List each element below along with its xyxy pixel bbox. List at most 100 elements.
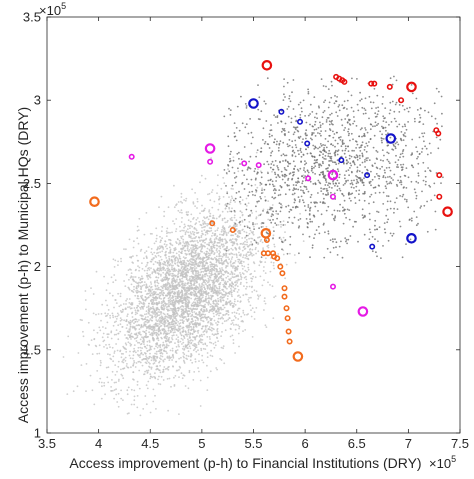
upper-cloud-point bbox=[334, 145, 336, 148]
lower-cloud-point bbox=[178, 269, 181, 272]
lower-cloud-point bbox=[147, 288, 150, 291]
lower-cloud-point bbox=[180, 337, 183, 340]
lower-cloud-point bbox=[222, 345, 225, 347]
lower-cloud-point bbox=[241, 268, 244, 270]
lower-cloud-point bbox=[237, 289, 240, 291]
lower-cloud-point bbox=[90, 287, 92, 289]
lower-cloud-point bbox=[172, 282, 174, 285]
lower-cloud-point bbox=[157, 251, 160, 254]
lower-cloud-point bbox=[254, 276, 257, 279]
lower-cloud-point bbox=[139, 278, 142, 281]
upper-cloud-point bbox=[319, 124, 322, 127]
lower-cloud-point bbox=[77, 352, 80, 354]
lower-cloud-point bbox=[82, 335, 85, 338]
lower-cloud-point bbox=[231, 282, 234, 285]
lower-cloud-point bbox=[248, 232, 251, 235]
lower-cloud-point bbox=[184, 282, 187, 285]
lower-cloud-point bbox=[180, 372, 183, 375]
lower-cloud-point bbox=[161, 250, 164, 253]
lower-cloud-point bbox=[155, 334, 158, 336]
lower-cloud-point bbox=[206, 389, 209, 391]
lower-cloud-point bbox=[154, 394, 156, 397]
lower-cloud-point bbox=[121, 326, 124, 328]
lower-cloud-point bbox=[258, 236, 261, 238]
lower-cloud-point bbox=[158, 369, 161, 372]
upper-cloud-point bbox=[382, 203, 385, 205]
lower-cloud-point bbox=[181, 202, 184, 204]
lower-cloud-point bbox=[196, 302, 199, 304]
lower-cloud-point bbox=[204, 328, 207, 330]
lower-cloud-point bbox=[251, 254, 254, 257]
lower-cloud-point bbox=[218, 239, 221, 242]
lower-cloud-point bbox=[201, 275, 204, 278]
lower-cloud-point bbox=[156, 320, 159, 323]
upper-cloud-point bbox=[276, 217, 278, 220]
lower-cloud-point bbox=[160, 358, 162, 361]
lower-cloud-point bbox=[210, 263, 213, 266]
lower-cloud-point bbox=[184, 311, 187, 314]
upper-cloud-point bbox=[369, 101, 372, 104]
upper-cloud-point bbox=[290, 121, 293, 124]
lower-cloud-point bbox=[161, 245, 164, 248]
lower-cloud-point bbox=[186, 228, 189, 231]
lower-cloud-point bbox=[234, 304, 237, 306]
upper-cloud-point bbox=[423, 204, 426, 207]
lower-cloud-point bbox=[188, 234, 191, 237]
lower-cloud-point bbox=[302, 174, 305, 177]
lower-cloud-point bbox=[166, 336, 169, 338]
lower-cloud-point bbox=[241, 199, 244, 201]
lower-cloud-point bbox=[225, 241, 228, 244]
upper-cloud-point bbox=[396, 166, 398, 168]
lower-cloud-point bbox=[205, 295, 207, 298]
lower-cloud-point bbox=[215, 305, 217, 308]
lower-cloud-point bbox=[137, 323, 140, 326]
upper-cloud-point bbox=[299, 135, 302, 138]
lower-cloud-point bbox=[183, 348, 186, 350]
lower-cloud-point bbox=[207, 265, 210, 268]
lower-cloud-point bbox=[185, 293, 188, 296]
upper-cloud-point bbox=[378, 177, 380, 180]
lower-cloud-point bbox=[156, 342, 158, 344]
lower-cloud-point bbox=[215, 217, 218, 220]
lower-cloud-point bbox=[171, 261, 174, 264]
lower-cloud-point bbox=[231, 219, 234, 222]
lower-cloud-point bbox=[241, 211, 243, 214]
lower-cloud-point bbox=[192, 301, 195, 304]
lower-cloud-point bbox=[147, 380, 150, 383]
lower-cloud-point bbox=[160, 306, 163, 308]
lower-cloud-point bbox=[210, 245, 213, 248]
lower-cloud-point bbox=[244, 243, 246, 246]
lower-cloud-point bbox=[126, 324, 129, 326]
lower-cloud-point bbox=[223, 260, 226, 262]
lower-cloud-point bbox=[191, 237, 194, 240]
lower-cloud-point bbox=[273, 245, 276, 248]
lower-cloud-point bbox=[144, 316, 147, 319]
lower-cloud-point bbox=[151, 253, 154, 256]
lower-cloud-point bbox=[182, 339, 184, 341]
upper-cloud-point bbox=[294, 165, 296, 168]
lower-cloud-point bbox=[269, 270, 272, 273]
upper-cloud-point bbox=[396, 185, 399, 187]
upper-cloud-point bbox=[343, 174, 346, 177]
lower-cloud-point bbox=[149, 314, 152, 317]
upper-cloud-point bbox=[234, 222, 237, 225]
lower-cloud-point bbox=[216, 324, 219, 326]
lower-cloud-point bbox=[141, 306, 143, 308]
upper-cloud-point bbox=[296, 168, 299, 171]
lower-cloud-point bbox=[207, 277, 210, 280]
lower-cloud-point bbox=[136, 229, 139, 232]
lower-cloud-point bbox=[221, 288, 224, 291]
lower-cloud-point bbox=[165, 332, 168, 335]
lower-cloud-point bbox=[185, 276, 188, 279]
lower-cloud-point bbox=[221, 219, 224, 222]
lower-cloud-point bbox=[219, 296, 222, 299]
upper-cloud-point bbox=[416, 157, 418, 160]
lower-cloud-point bbox=[153, 309, 156, 311]
upper-cloud-point bbox=[277, 173, 279, 176]
lower-cloud-point bbox=[211, 267, 214, 270]
lower-cloud-point bbox=[132, 255, 134, 257]
upper-cloud-point bbox=[307, 114, 310, 117]
upper-cloud-point bbox=[305, 188, 308, 191]
lower-cloud-point bbox=[187, 245, 189, 248]
upper-cloud-point bbox=[359, 157, 361, 160]
